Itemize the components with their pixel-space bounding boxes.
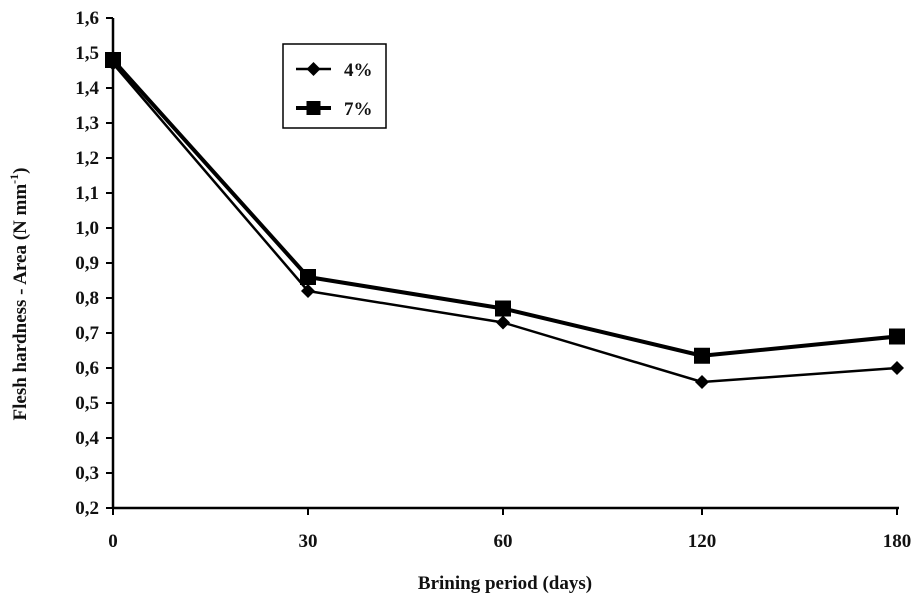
y-tick-label: 1,3 [75,113,99,134]
y-tick-label: 0,2 [75,498,99,519]
y-axis-ticks: 0,2 0,3 0,4 0,5 0,6 0,7 0,8 0,9 1,0 1,1 1,2 1,3 1,4 1… [75,8,113,519]
x-tick-label: 60 [494,531,513,552]
x-axis-title: Brining period (days) [418,573,592,594]
data-point-diamond [695,375,709,389]
legend-label-4pct: 4% [344,60,373,81]
y-tick-label: 0,7 [75,323,99,344]
data-point-square [495,300,511,317]
x-tick-label: 180 [883,531,912,552]
y-tick-label: 1,4 [75,78,99,99]
y-tick-label: 0,6 [75,358,99,379]
y-tick-label: 1,0 [75,218,99,239]
y-axis-title: Flesh hardness - Area (N mm-1) [7,168,31,421]
y-tick-label: 0,3 [75,463,99,484]
y-tick-label: 1,5 [75,43,99,64]
legend-marker-square [306,101,321,115]
x-axis-ticks: 0 30 60 120 180 [108,508,911,552]
axes [111,18,899,510]
y-axis-title-main: Flesh hardness - Area (N mm [10,184,31,421]
y-axis-title-suffix: ) [10,168,31,174]
legend-marker-diamond [306,62,321,76]
data-point-square [889,328,905,345]
data-point-square [300,269,316,285]
x-tick-label: 0 [108,531,118,552]
y-tick-label: 1,6 [75,8,99,29]
legend-box [282,43,387,129]
y-tick-label: 1,1 [75,183,99,204]
y-tick-label: 1,2 [75,148,99,169]
y-tick-label: 0,8 [75,288,99,309]
series-line-4pct [112,62,898,384]
y-tick-label: 0,9 [75,253,99,274]
data-point-square [694,347,710,364]
x-tick-label: 30 [299,531,318,552]
y-tick-label: 0,5 [75,393,99,414]
legend: 4% 7% [282,43,387,129]
y-tick-label: 0,4 [75,428,99,449]
data-point-square [105,52,121,68]
x-tick-label: 120 [688,531,717,552]
legend-label-7pct: 7% [344,99,373,120]
y-axis-title-superscript: -1 [7,174,21,184]
data-point-diamond [890,361,904,375]
data-point-diamond [496,315,510,330]
series-group [105,52,905,389]
data-point-diamond [301,284,315,298]
